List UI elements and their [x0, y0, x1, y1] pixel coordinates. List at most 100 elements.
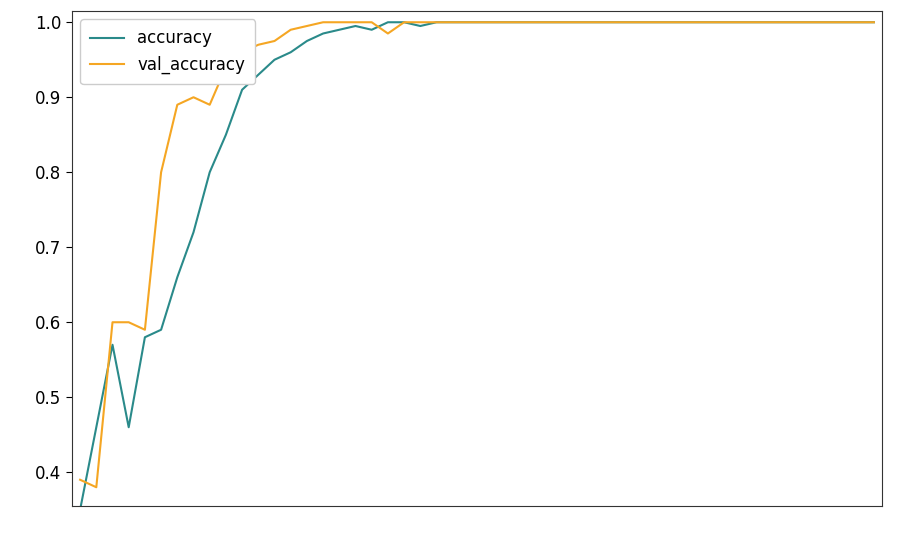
accuracy: [302, 38, 312, 45]
accuracy: [156, 327, 166, 333]
accuracy: [334, 26, 345, 33]
val_accuracy: [577, 19, 588, 25]
val_accuracy: [237, 49, 248, 56]
val_accuracy: [350, 19, 361, 25]
accuracy: [431, 19, 442, 25]
accuracy: [836, 19, 847, 25]
val_accuracy: [91, 484, 102, 491]
val_accuracy: [771, 19, 782, 25]
accuracy: [868, 19, 879, 25]
accuracy: [739, 19, 750, 25]
val_accuracy: [334, 19, 345, 25]
accuracy: [382, 19, 393, 25]
val_accuracy: [804, 19, 814, 25]
val_accuracy: [253, 41, 264, 48]
accuracy: [269, 57, 280, 63]
accuracy: [561, 19, 572, 25]
accuracy: [496, 19, 507, 25]
val_accuracy: [285, 26, 296, 33]
val_accuracy: [561, 19, 572, 25]
val_accuracy: [464, 19, 474, 25]
accuracy: [318, 30, 328, 37]
val_accuracy: [739, 19, 750, 25]
val_accuracy: [820, 19, 831, 25]
accuracy: [366, 26, 377, 33]
val_accuracy: [755, 19, 766, 25]
val_accuracy: [447, 19, 458, 25]
accuracy: [690, 19, 701, 25]
Line: val_accuracy: val_accuracy: [80, 22, 874, 487]
accuracy: [350, 23, 361, 29]
val_accuracy: [399, 19, 410, 25]
accuracy: [107, 342, 118, 348]
accuracy: [140, 334, 150, 340]
val_accuracy: [544, 19, 555, 25]
val_accuracy: [188, 94, 199, 101]
val_accuracy: [852, 19, 863, 25]
val_accuracy: [140, 327, 150, 333]
accuracy: [253, 72, 264, 78]
accuracy: [723, 19, 734, 25]
accuracy: [820, 19, 831, 25]
accuracy: [609, 19, 620, 25]
accuracy: [512, 19, 523, 25]
accuracy: [593, 19, 604, 25]
val_accuracy: [156, 169, 166, 175]
accuracy: [658, 19, 669, 25]
val_accuracy: [868, 19, 879, 25]
val_accuracy: [528, 19, 539, 25]
val_accuracy: [690, 19, 701, 25]
accuracy: [204, 169, 215, 175]
val_accuracy: [658, 19, 669, 25]
accuracy: [172, 274, 183, 280]
accuracy: [480, 19, 491, 25]
accuracy: [755, 19, 766, 25]
accuracy: [788, 19, 798, 25]
accuracy: [91, 424, 102, 431]
accuracy: [804, 19, 814, 25]
accuracy: [447, 19, 458, 25]
val_accuracy: [512, 19, 523, 25]
accuracy: [188, 229, 199, 235]
val_accuracy: [123, 319, 134, 326]
accuracy: [220, 131, 231, 138]
accuracy: [852, 19, 863, 25]
val_accuracy: [382, 30, 393, 37]
val_accuracy: [706, 19, 717, 25]
val_accuracy: [480, 19, 491, 25]
val_accuracy: [836, 19, 847, 25]
accuracy: [771, 19, 782, 25]
val_accuracy: [723, 19, 734, 25]
accuracy: [415, 23, 426, 29]
val_accuracy: [269, 38, 280, 45]
accuracy: [75, 507, 86, 513]
val_accuracy: [496, 19, 507, 25]
accuracy: [285, 49, 296, 56]
accuracy: [706, 19, 717, 25]
Line: accuracy: accuracy: [80, 22, 874, 510]
accuracy: [642, 19, 652, 25]
val_accuracy: [415, 19, 426, 25]
val_accuracy: [366, 19, 377, 25]
accuracy: [544, 19, 555, 25]
val_accuracy: [674, 19, 685, 25]
accuracy: [528, 19, 539, 25]
accuracy: [626, 19, 636, 25]
accuracy: [464, 19, 474, 25]
accuracy: [674, 19, 685, 25]
val_accuracy: [626, 19, 636, 25]
val_accuracy: [593, 19, 604, 25]
Legend: accuracy, val_accuracy: accuracy, val_accuracy: [80, 19, 255, 84]
val_accuracy: [220, 64, 231, 70]
val_accuracy: [172, 101, 183, 108]
accuracy: [577, 19, 588, 25]
val_accuracy: [318, 19, 328, 25]
val_accuracy: [609, 19, 620, 25]
val_accuracy: [75, 476, 86, 483]
val_accuracy: [642, 19, 652, 25]
val_accuracy: [204, 101, 215, 108]
accuracy: [237, 86, 248, 93]
val_accuracy: [788, 19, 798, 25]
val_accuracy: [431, 19, 442, 25]
accuracy: [123, 424, 134, 431]
